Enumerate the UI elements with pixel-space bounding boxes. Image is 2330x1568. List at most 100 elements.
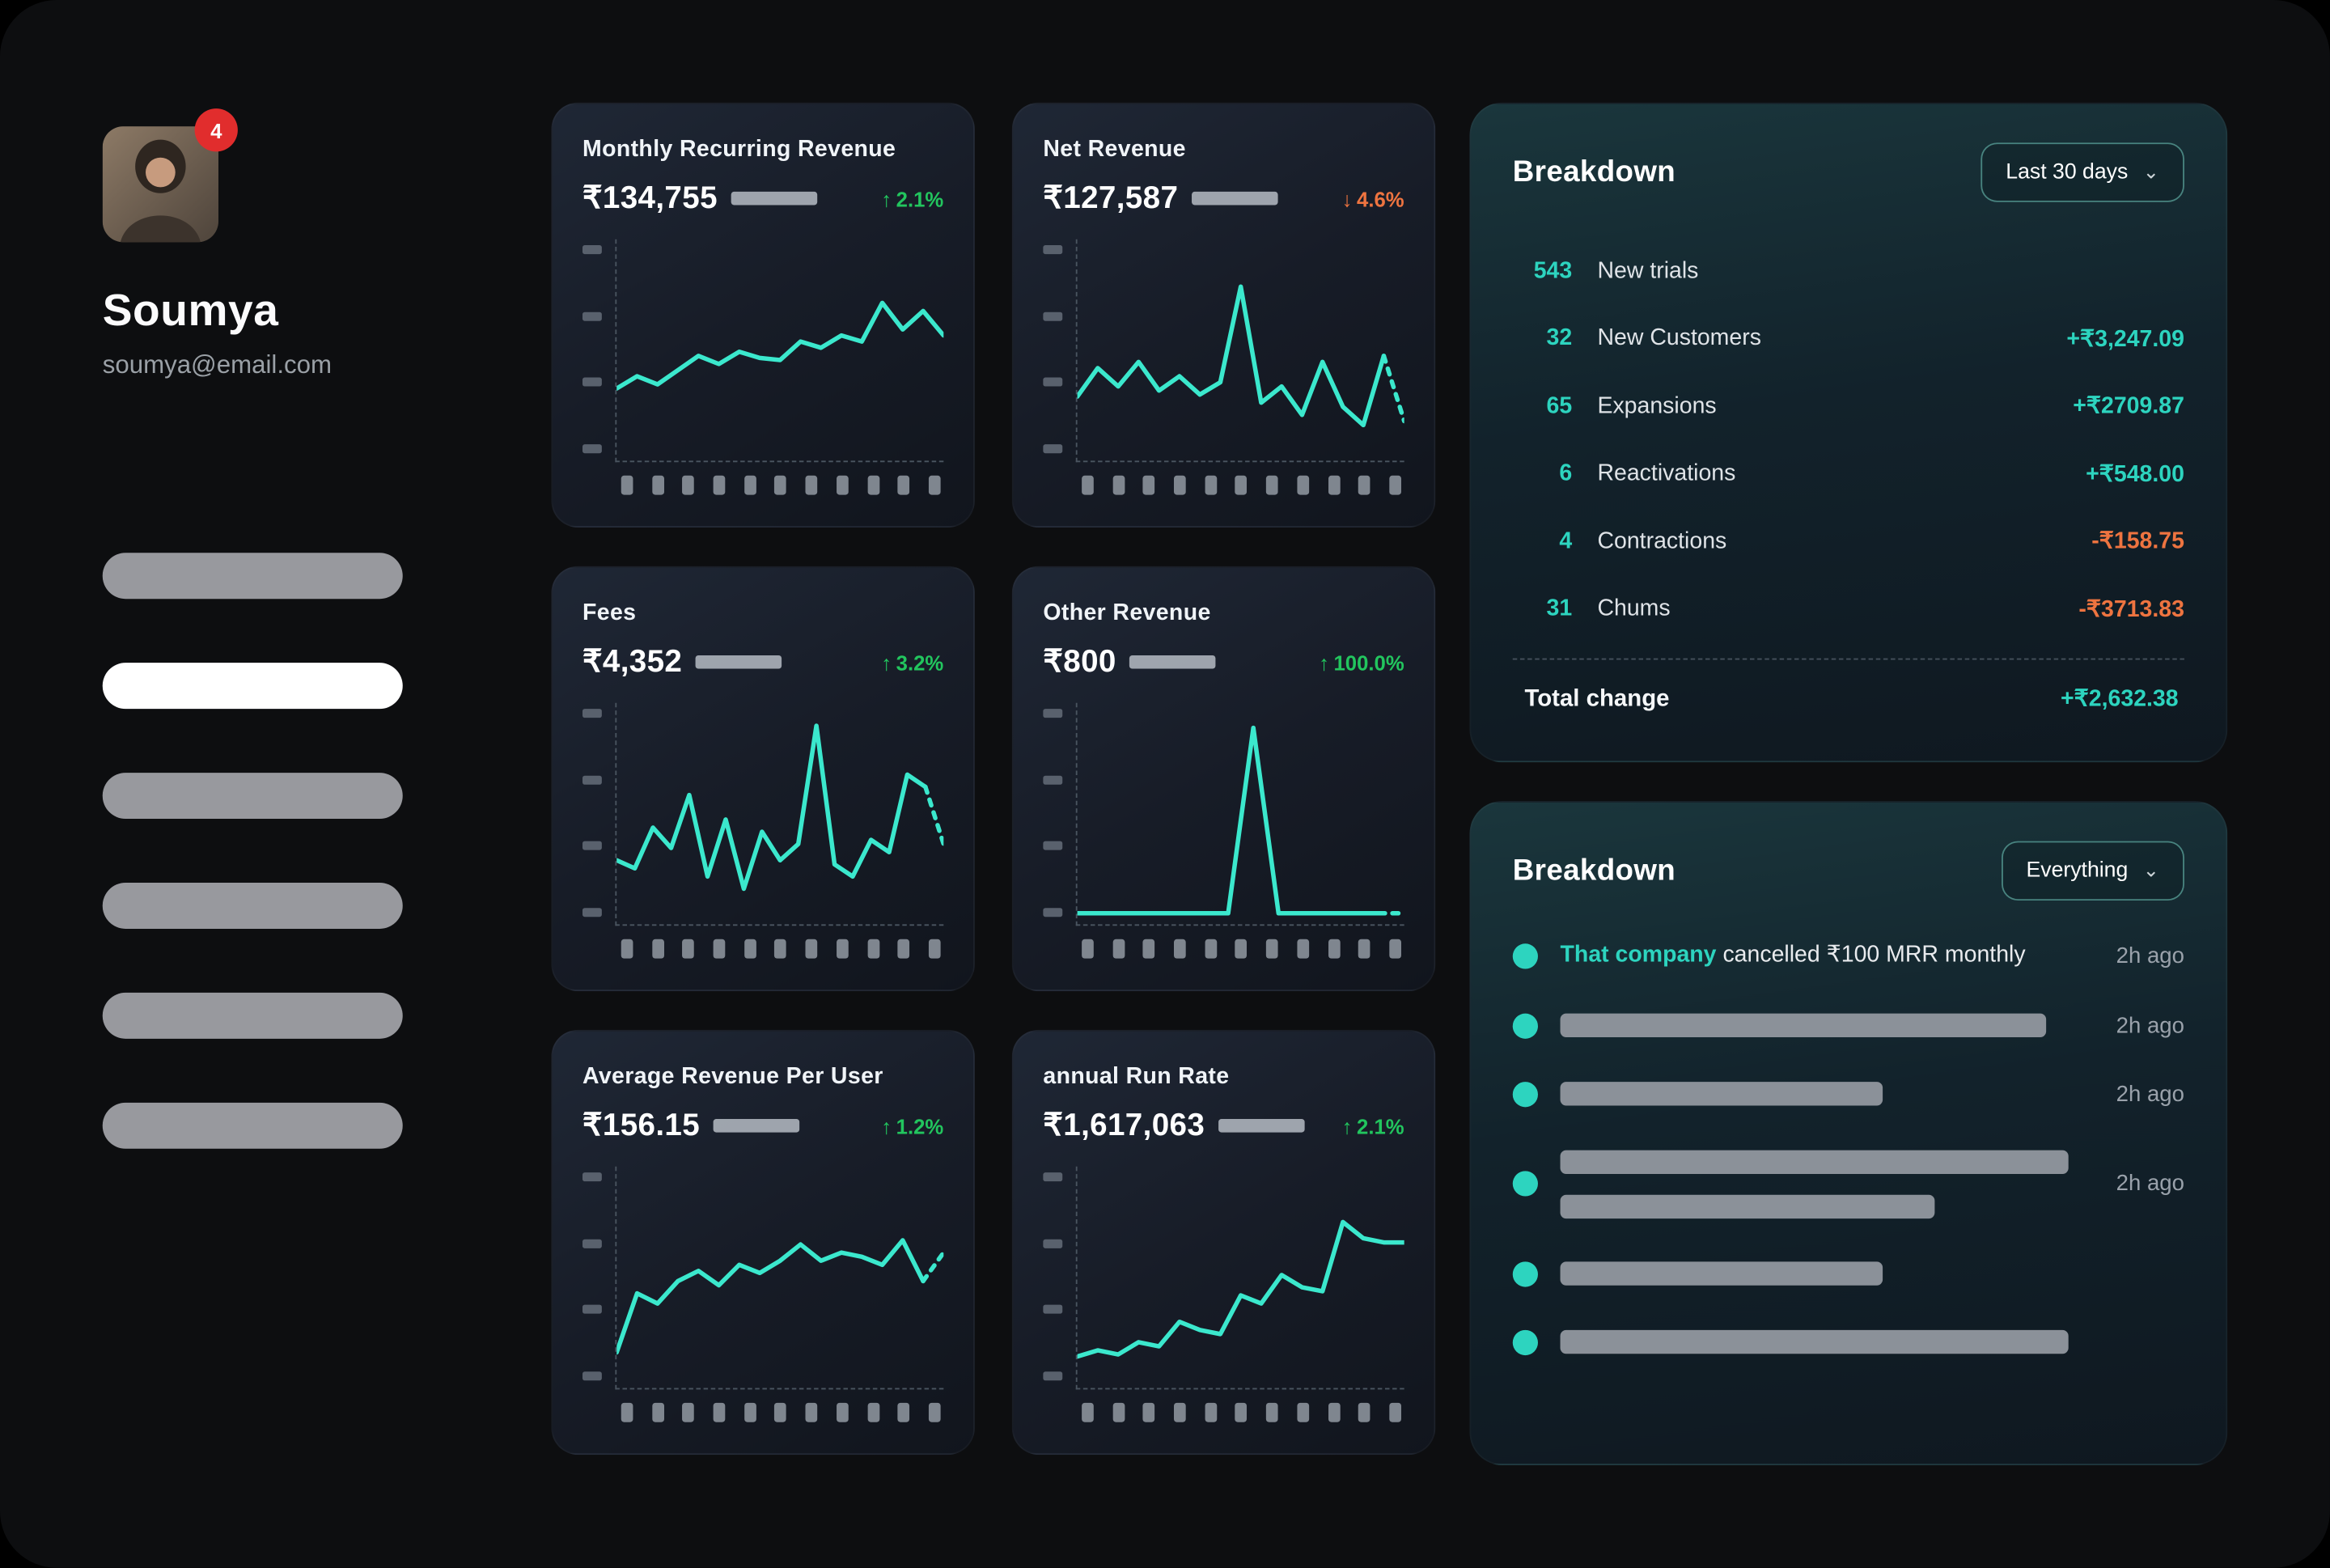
y-tick <box>1043 1305 1063 1315</box>
breakdown-count: 32 <box>1546 325 1573 351</box>
x-axis-tick-placeholders <box>1082 1402 1401 1422</box>
x-tick <box>1082 939 1094 959</box>
x-axis-tick-placeholders <box>1082 939 1401 959</box>
card-value: ₹156.15 <box>582 1108 701 1143</box>
delta-arrow-icon: ↑ <box>1319 650 1329 674</box>
value-placeholder-bar <box>1218 1119 1305 1133</box>
card-value-row: ₹156.15 ↑ 1.2% <box>582 1107 943 1144</box>
activity-panel: Breakdown Everything ⌄ That company canc… <box>1469 800 2228 1465</box>
x-tick <box>866 475 879 495</box>
sidebar-nav-item[interactable] <box>102 1102 403 1149</box>
card-delta: ↑ 100.0% <box>1319 651 1404 674</box>
y-axis-tick-placeholders <box>1043 703 1066 926</box>
breakdown-separator <box>1512 658 2184 660</box>
breakdown-row: 32 New Customers +₹3,247.09 <box>1513 305 2184 373</box>
x-tick <box>1266 475 1278 495</box>
card-value: ₹4,352 <box>582 645 683 680</box>
activity-placeholder-bar <box>1560 1193 1935 1218</box>
breakdown-title: Breakdown <box>1512 155 1676 189</box>
y-axis-tick-placeholders <box>582 1167 606 1390</box>
total-change-row: Total change +₹2,632.38 <box>1513 685 2184 714</box>
plot-area <box>615 702 944 926</box>
x-tick <box>805 939 818 959</box>
y-tick <box>582 1371 602 1381</box>
card-title: Net Revenue <box>1043 136 1186 163</box>
metric-card: Fees ₹4,352 ↑ 3.2% <box>551 566 975 992</box>
activity-dot-icon <box>1512 1171 1538 1197</box>
sparkline-chart <box>582 1166 944 1390</box>
breakdown-label: Expansions <box>1597 393 1717 419</box>
value-placeholder-bar <box>1129 655 1216 669</box>
sidebar-nav <box>102 553 403 1149</box>
x-tick <box>1358 475 1370 495</box>
delta-percent: 2.1% <box>896 186 944 210</box>
card-delta: ↑ 2.1% <box>881 187 943 210</box>
breakdown-filter-dropdown[interactable]: Last 30 days ⌄ <box>1980 142 2184 202</box>
sidebar-nav-item[interactable] <box>102 773 403 820</box>
card-delta: ↑ 3.2% <box>881 651 943 674</box>
breakdown-count: 6 <box>1559 460 1573 487</box>
breakdown-amount: +₹2709.87 <box>2073 394 2184 420</box>
x-tick <box>1235 475 1248 495</box>
activity-dot-icon <box>1512 1081 1538 1107</box>
breakdown-label: Contractions <box>1597 528 1727 554</box>
breakdown-count: 31 <box>1546 595 1573 622</box>
delta-arrow-icon: ↓ <box>1341 186 1353 210</box>
x-tick <box>774 1402 787 1422</box>
sidebar-nav-item[interactable] <box>102 882 403 929</box>
x-axis-tick-placeholders <box>621 1402 941 1422</box>
right-column: Breakdown Last 30 days ⌄ 543 New trials … <box>1469 102 2228 1465</box>
card-value-row: ₹4,352 ↑ 3.2% <box>582 643 943 680</box>
x-tick <box>1082 475 1094 495</box>
y-tick <box>582 378 602 388</box>
activity-filter-dropdown[interactable]: Everything ⌄ <box>2001 841 2184 901</box>
value-placeholder-bar <box>1191 191 1278 206</box>
activity-row: That company cancelled ₹100 MRR monthly … <box>1512 942 2184 969</box>
x-tick <box>836 939 849 959</box>
plot-area <box>615 239 944 463</box>
x-axis-tick-placeholders <box>621 939 941 959</box>
y-tick <box>1043 841 1063 851</box>
sparkline-svg <box>616 239 943 461</box>
breakdown-amount: -₹158.75 <box>2091 529 2184 555</box>
delta-arrow-icon: ↑ <box>881 186 892 210</box>
y-tick <box>582 908 602 917</box>
card-value-row: ₹800 ↑ 100.0% <box>1043 643 1404 680</box>
x-tick <box>651 475 664 495</box>
x-tick <box>682 475 695 495</box>
delta-percent: 3.2% <box>896 650 944 674</box>
sparkline-chart <box>1043 239 1404 463</box>
sidebar-nav-item[interactable] <box>102 992 403 1039</box>
y-axis-tick-placeholders <box>582 703 606 926</box>
y-tick <box>1043 378 1063 388</box>
y-axis-tick-placeholders <box>1043 239 1066 463</box>
chevron-down-icon: ⌄ <box>2142 858 2159 881</box>
x-tick <box>1143 1402 1155 1422</box>
delta-arrow-icon: ↑ <box>881 650 892 674</box>
activity-dot-icon <box>1512 1329 1538 1355</box>
x-tick <box>866 939 879 959</box>
sidebar-nav-item-active[interactable] <box>102 663 403 710</box>
card-delta: ↓ 4.6% <box>1342 187 1404 210</box>
sparkline-chart <box>582 702 944 926</box>
x-tick <box>743 475 756 495</box>
activity-placeholder-bar <box>1560 1261 1883 1286</box>
x-tick <box>1328 939 1340 959</box>
breakdown-header: Breakdown Last 30 days ⌄ <box>1512 142 2184 202</box>
activity-row: 2h ago <box>1512 1149 2184 1218</box>
activity-text: That company cancelled ₹100 MRR monthly <box>1560 942 2026 968</box>
x-tick <box>713 475 726 495</box>
breakdown-row: 65 Expansions +₹2709.87 <box>1513 373 2184 441</box>
avatar[interactable]: 4 <box>102 108 238 243</box>
sidebar-nav-item[interactable] <box>102 553 403 600</box>
x-tick <box>621 1402 633 1422</box>
plot-area <box>1075 1166 1404 1390</box>
delta-percent: 2.1% <box>1357 1113 1404 1138</box>
x-tick <box>1174 475 1186 495</box>
x-tick <box>621 939 633 959</box>
x-tick <box>836 475 849 495</box>
metric-cards-grid: Monthly Recurring Revenue ₹134,755 ↑ 2.1… <box>551 102 1436 1456</box>
card-value-row: ₹127,587 ↓ 4.6% <box>1043 180 1404 217</box>
avatar-photo <box>102 126 218 243</box>
total-change-label: Total change <box>1524 685 1670 711</box>
